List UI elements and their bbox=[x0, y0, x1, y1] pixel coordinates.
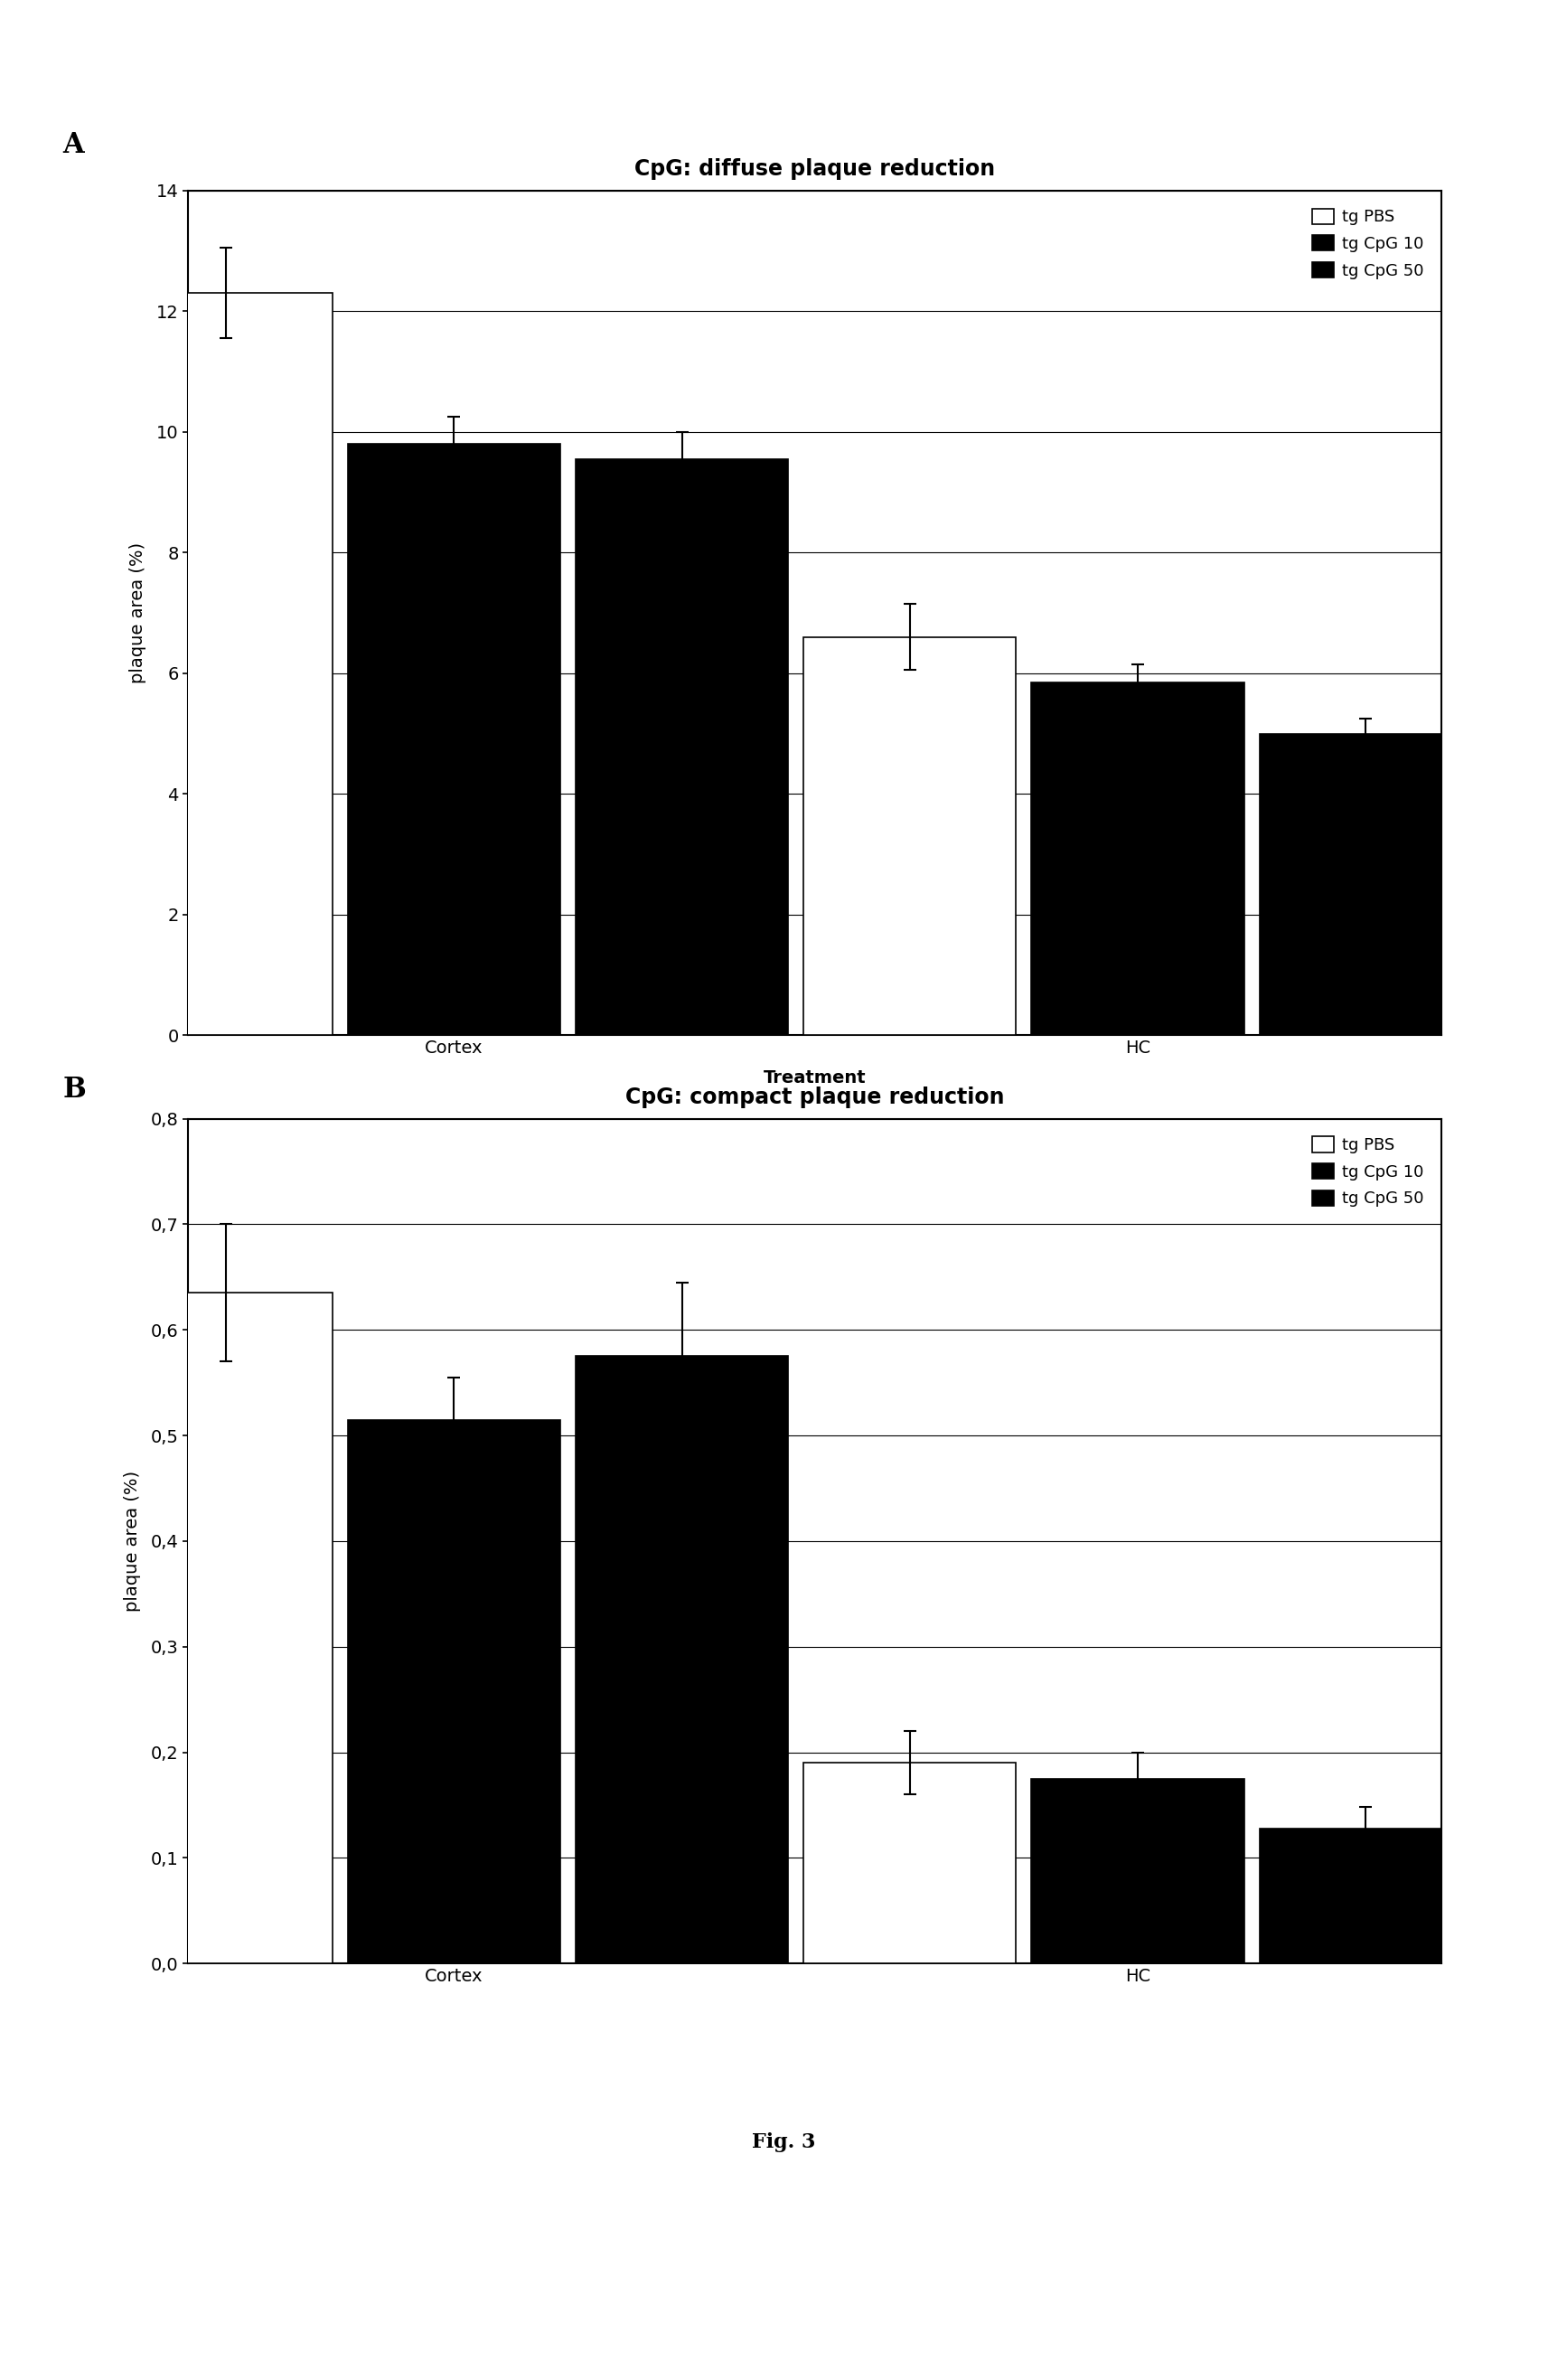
Y-axis label: plaque area (%): plaque area (%) bbox=[128, 543, 146, 683]
Bar bbox=[575, 1357, 788, 1963]
Text: Fig. 3: Fig. 3 bbox=[752, 2132, 815, 2152]
Bar bbox=[804, 1764, 1015, 1963]
Text: B: B bbox=[63, 1076, 86, 1104]
Bar bbox=[119, 293, 332, 1035]
Bar bbox=[575, 459, 788, 1035]
Bar bbox=[1031, 1778, 1244, 1963]
Bar bbox=[1031, 683, 1244, 1035]
Legend: tg PBS, tg CpG 10, tg CpG 50: tg PBS, tg CpG 10, tg CpG 50 bbox=[1302, 1126, 1434, 1216]
Title: CpG: diffuse plaque reduction: CpG: diffuse plaque reduction bbox=[635, 157, 995, 181]
Bar bbox=[119, 1292, 332, 1963]
X-axis label: Treatment: Treatment bbox=[763, 1069, 867, 1088]
Text: A: A bbox=[63, 131, 85, 159]
Y-axis label: plaque area (%): plaque area (%) bbox=[124, 1471, 141, 1611]
Bar bbox=[1260, 733, 1471, 1035]
Title: CpG: compact plaque reduction: CpG: compact plaque reduction bbox=[625, 1085, 1004, 1109]
Bar bbox=[1260, 1828, 1471, 1963]
Bar bbox=[804, 638, 1015, 1035]
Bar bbox=[348, 445, 561, 1035]
Bar bbox=[348, 1418, 561, 1963]
Legend: tg PBS, tg CpG 10, tg CpG 50: tg PBS, tg CpG 10, tg CpG 50 bbox=[1302, 198, 1434, 288]
